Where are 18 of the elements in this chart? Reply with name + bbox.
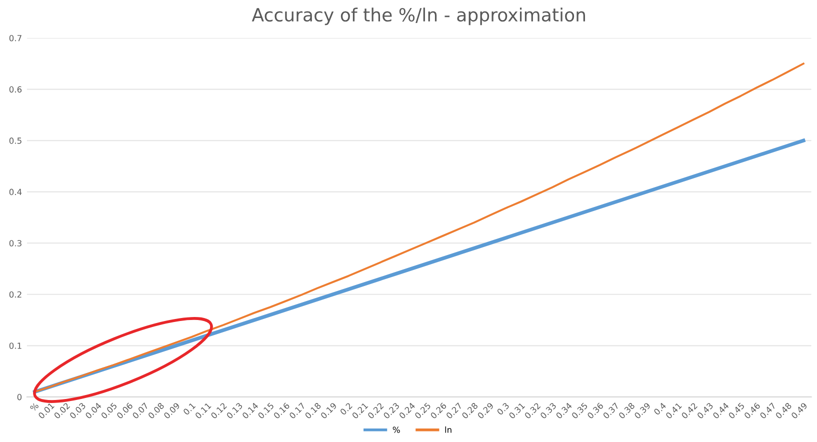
y-tick-label: 0.5 bbox=[9, 138, 22, 144]
y-tick-label: 0.6 bbox=[9, 86, 22, 93]
chart-title: Accuracy of the %/ln - approximation bbox=[252, 8, 585, 26]
x-tick-label: % bbox=[30, 402, 40, 412]
line-series bbox=[33, 138, 806, 394]
legend-label: ln bbox=[445, 426, 452, 433]
x-tick-label: 0.3 bbox=[496, 402, 510, 416]
x-tick-label: 0.4 bbox=[653, 402, 666, 416]
y-tick-label: 0.3 bbox=[9, 240, 22, 246]
y-tick-label: 0 bbox=[17, 394, 22, 400]
line-series bbox=[34, 62, 804, 393]
legend-label: % bbox=[392, 426, 400, 433]
y-tick-label: 0.4 bbox=[9, 188, 22, 196]
x-tick-label: 0.2 bbox=[340, 402, 353, 416]
y-tick-label: 0.1 bbox=[9, 342, 22, 349]
y-tick-label: 0.7 bbox=[9, 34, 22, 42]
x-tick-label: 0.1 bbox=[182, 402, 196, 416]
y-tick-label: 0.2 bbox=[9, 291, 22, 298]
